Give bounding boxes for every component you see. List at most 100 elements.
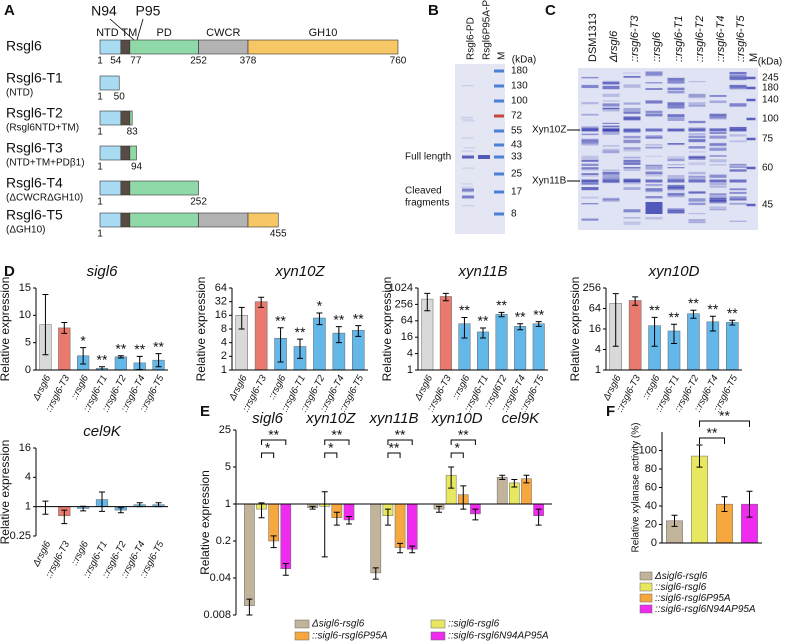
residue-number: 455 xyxy=(270,229,287,240)
gel-band xyxy=(494,143,504,147)
gel-band xyxy=(602,174,620,178)
significance-label: ** xyxy=(496,297,507,313)
gel-band xyxy=(645,165,663,169)
gel-band xyxy=(623,107,641,112)
bar xyxy=(280,503,292,569)
gel-band xyxy=(581,126,599,130)
gel-band xyxy=(645,164,663,166)
residue-number: 83 xyxy=(127,127,139,138)
gel-band xyxy=(645,74,663,77)
gel-band xyxy=(461,118,474,120)
gel-band xyxy=(688,93,706,98)
gel-band xyxy=(602,148,620,151)
gel-band xyxy=(623,162,641,165)
gel-band xyxy=(478,155,490,159)
gel-band xyxy=(709,186,727,188)
error-bar xyxy=(612,293,619,347)
gel-band xyxy=(688,81,706,83)
error-bar xyxy=(42,500,49,515)
lane-label: Rsgl6P95A-PD xyxy=(482,0,493,60)
gel-band xyxy=(688,221,706,224)
gel-band xyxy=(729,86,747,90)
y-tick-label: 4 xyxy=(221,337,227,349)
y-tick-label: 15 xyxy=(19,282,31,294)
error-bar xyxy=(511,479,518,488)
residue-number: 77 xyxy=(130,56,142,67)
gel-band xyxy=(623,169,641,171)
lane-label: DSM1313 xyxy=(587,13,599,62)
legend-swatch xyxy=(294,631,310,641)
y-tick-label: 16 xyxy=(19,442,31,454)
error-bar xyxy=(632,296,639,306)
gel-band xyxy=(688,191,706,194)
panel-label: F xyxy=(606,403,615,420)
gel-band xyxy=(581,84,599,89)
bar xyxy=(370,503,382,574)
gel-band xyxy=(623,72,641,74)
gel-band xyxy=(667,143,685,145)
domain xyxy=(129,39,199,55)
gel-band xyxy=(645,202,663,214)
error-bar xyxy=(535,321,542,327)
site-pointer xyxy=(109,18,135,41)
legend-label: ::sigl6-rsgl6 xyxy=(448,619,500,630)
error-bar xyxy=(499,474,506,481)
error-bar xyxy=(136,355,143,370)
marker-label: 25 xyxy=(511,169,523,180)
marker-label: 33 xyxy=(511,152,523,163)
gel-band xyxy=(462,120,475,122)
gel-band xyxy=(581,167,599,169)
error-bar xyxy=(729,319,736,326)
gel-band xyxy=(688,128,706,132)
gel-band xyxy=(581,142,599,146)
gel-band xyxy=(645,71,663,76)
gel-band xyxy=(667,184,685,189)
gel-band xyxy=(602,103,620,107)
significance-bracket xyxy=(387,452,401,458)
residue-number: 1 xyxy=(97,127,103,138)
gel-band xyxy=(602,197,620,201)
gel-band xyxy=(645,171,663,175)
gel-band xyxy=(667,212,685,214)
lane-label: ::rsgl6-T3 xyxy=(629,15,641,62)
gel-band xyxy=(581,218,599,221)
y-tick-label: 256 xyxy=(583,282,601,294)
significance-label: * xyxy=(80,332,86,348)
gel-band xyxy=(688,219,706,222)
construct-name: Rsgl6-T3 xyxy=(6,140,63,156)
chart-title: sigl6 xyxy=(87,263,119,280)
gel-band xyxy=(645,168,663,171)
lane-label: ::rsgl6-T5 xyxy=(735,15,747,62)
category-title: xyn10Z xyxy=(305,410,356,427)
gel-band xyxy=(667,80,685,84)
gel-band xyxy=(494,99,504,103)
gel-band xyxy=(667,90,685,94)
error-bar xyxy=(258,502,265,519)
gel-band xyxy=(494,114,504,118)
error-bar xyxy=(523,474,530,484)
y-tick-label: 16 xyxy=(401,331,413,343)
band-label: fragments xyxy=(405,198,449,209)
gel-band xyxy=(460,186,473,188)
gel-band xyxy=(709,147,727,151)
significance-bracket xyxy=(387,439,413,445)
construct-name: Rsgl6-T1 xyxy=(6,70,63,86)
legend-swatch xyxy=(639,604,653,614)
domain xyxy=(99,145,122,161)
gel-band xyxy=(602,85,620,90)
significance-bracket xyxy=(324,439,350,445)
domain xyxy=(120,180,131,196)
gel-band xyxy=(729,140,747,143)
gel-band xyxy=(688,139,706,143)
gel-band xyxy=(729,71,747,75)
error-bar xyxy=(333,511,340,526)
site-label: N94 xyxy=(91,3,117,19)
gel-band xyxy=(494,69,504,73)
error-bar xyxy=(282,563,289,576)
error-bar xyxy=(155,353,162,368)
gel-band xyxy=(623,156,641,159)
residue-number: 94 xyxy=(131,162,143,173)
gel-band xyxy=(729,166,747,168)
y-tick-label: 0.008 xyxy=(203,609,231,621)
error-bar xyxy=(258,296,265,308)
